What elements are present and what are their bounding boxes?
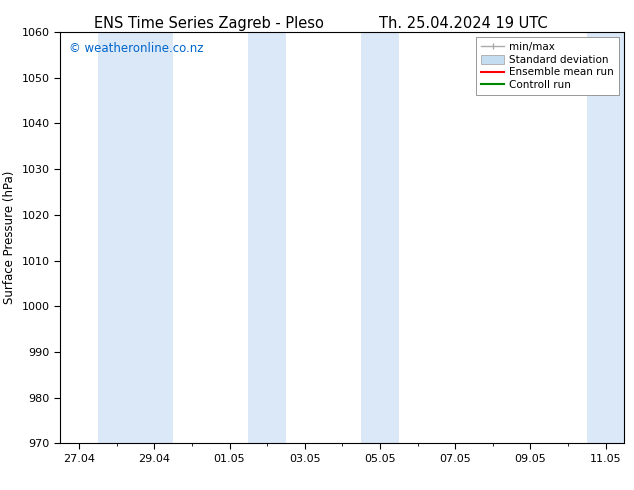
Bar <box>249 32 286 443</box>
Y-axis label: Surface Pressure (hPa): Surface Pressure (hPa) <box>3 171 16 304</box>
Text: Th. 25.04.2024 19 UTC: Th. 25.04.2024 19 UTC <box>378 16 547 31</box>
Text: © weatheronline.co.nz: © weatheronline.co.nz <box>68 42 203 55</box>
Legend: min/max, Standard deviation, Ensemble mean run, Controll run: min/max, Standard deviation, Ensemble me… <box>476 37 619 95</box>
Bar <box>587 32 624 443</box>
Bar <box>361 32 399 443</box>
Text: ENS Time Series Zagreb - Pleso: ENS Time Series Zagreb - Pleso <box>94 16 324 31</box>
Bar <box>98 32 173 443</box>
